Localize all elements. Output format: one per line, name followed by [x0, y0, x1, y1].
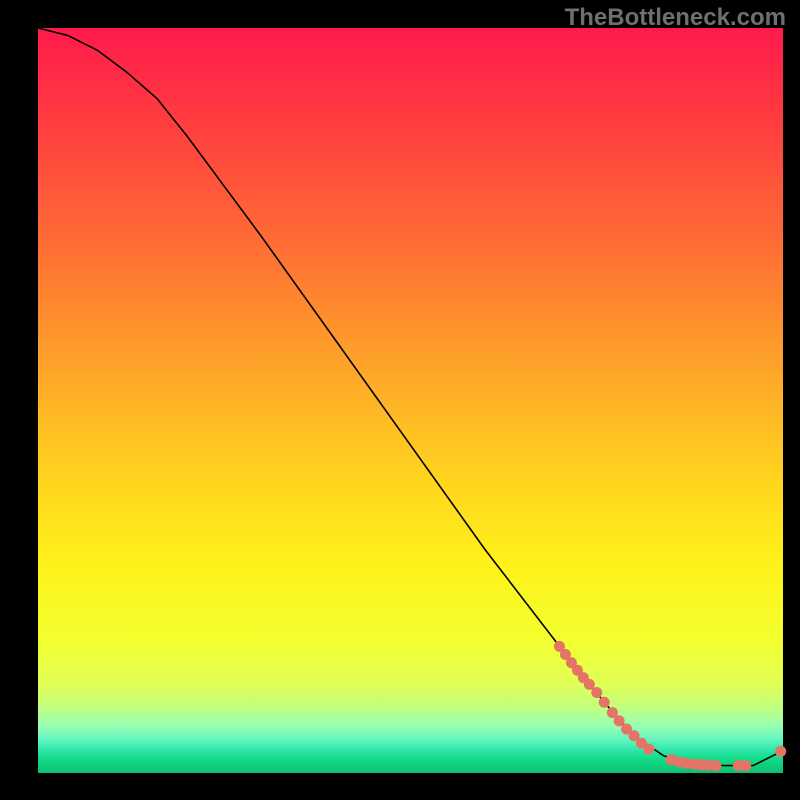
scatter-point — [643, 744, 654, 755]
scatter-point — [775, 746, 786, 757]
scatter-group — [554, 641, 786, 771]
curve-line — [38, 28, 783, 766]
stage: TheBottleneck.com — [0, 0, 800, 800]
scatter-point — [614, 715, 625, 726]
scatter-point — [584, 679, 595, 690]
plot-area — [38, 28, 783, 773]
watermark-text: TheBottleneck.com — [565, 4, 786, 32]
scatter-point — [591, 687, 602, 698]
chart-svg — [38, 28, 783, 773]
scatter-point — [599, 697, 610, 708]
scatter-point — [710, 760, 721, 771]
scatter-point — [740, 760, 751, 771]
